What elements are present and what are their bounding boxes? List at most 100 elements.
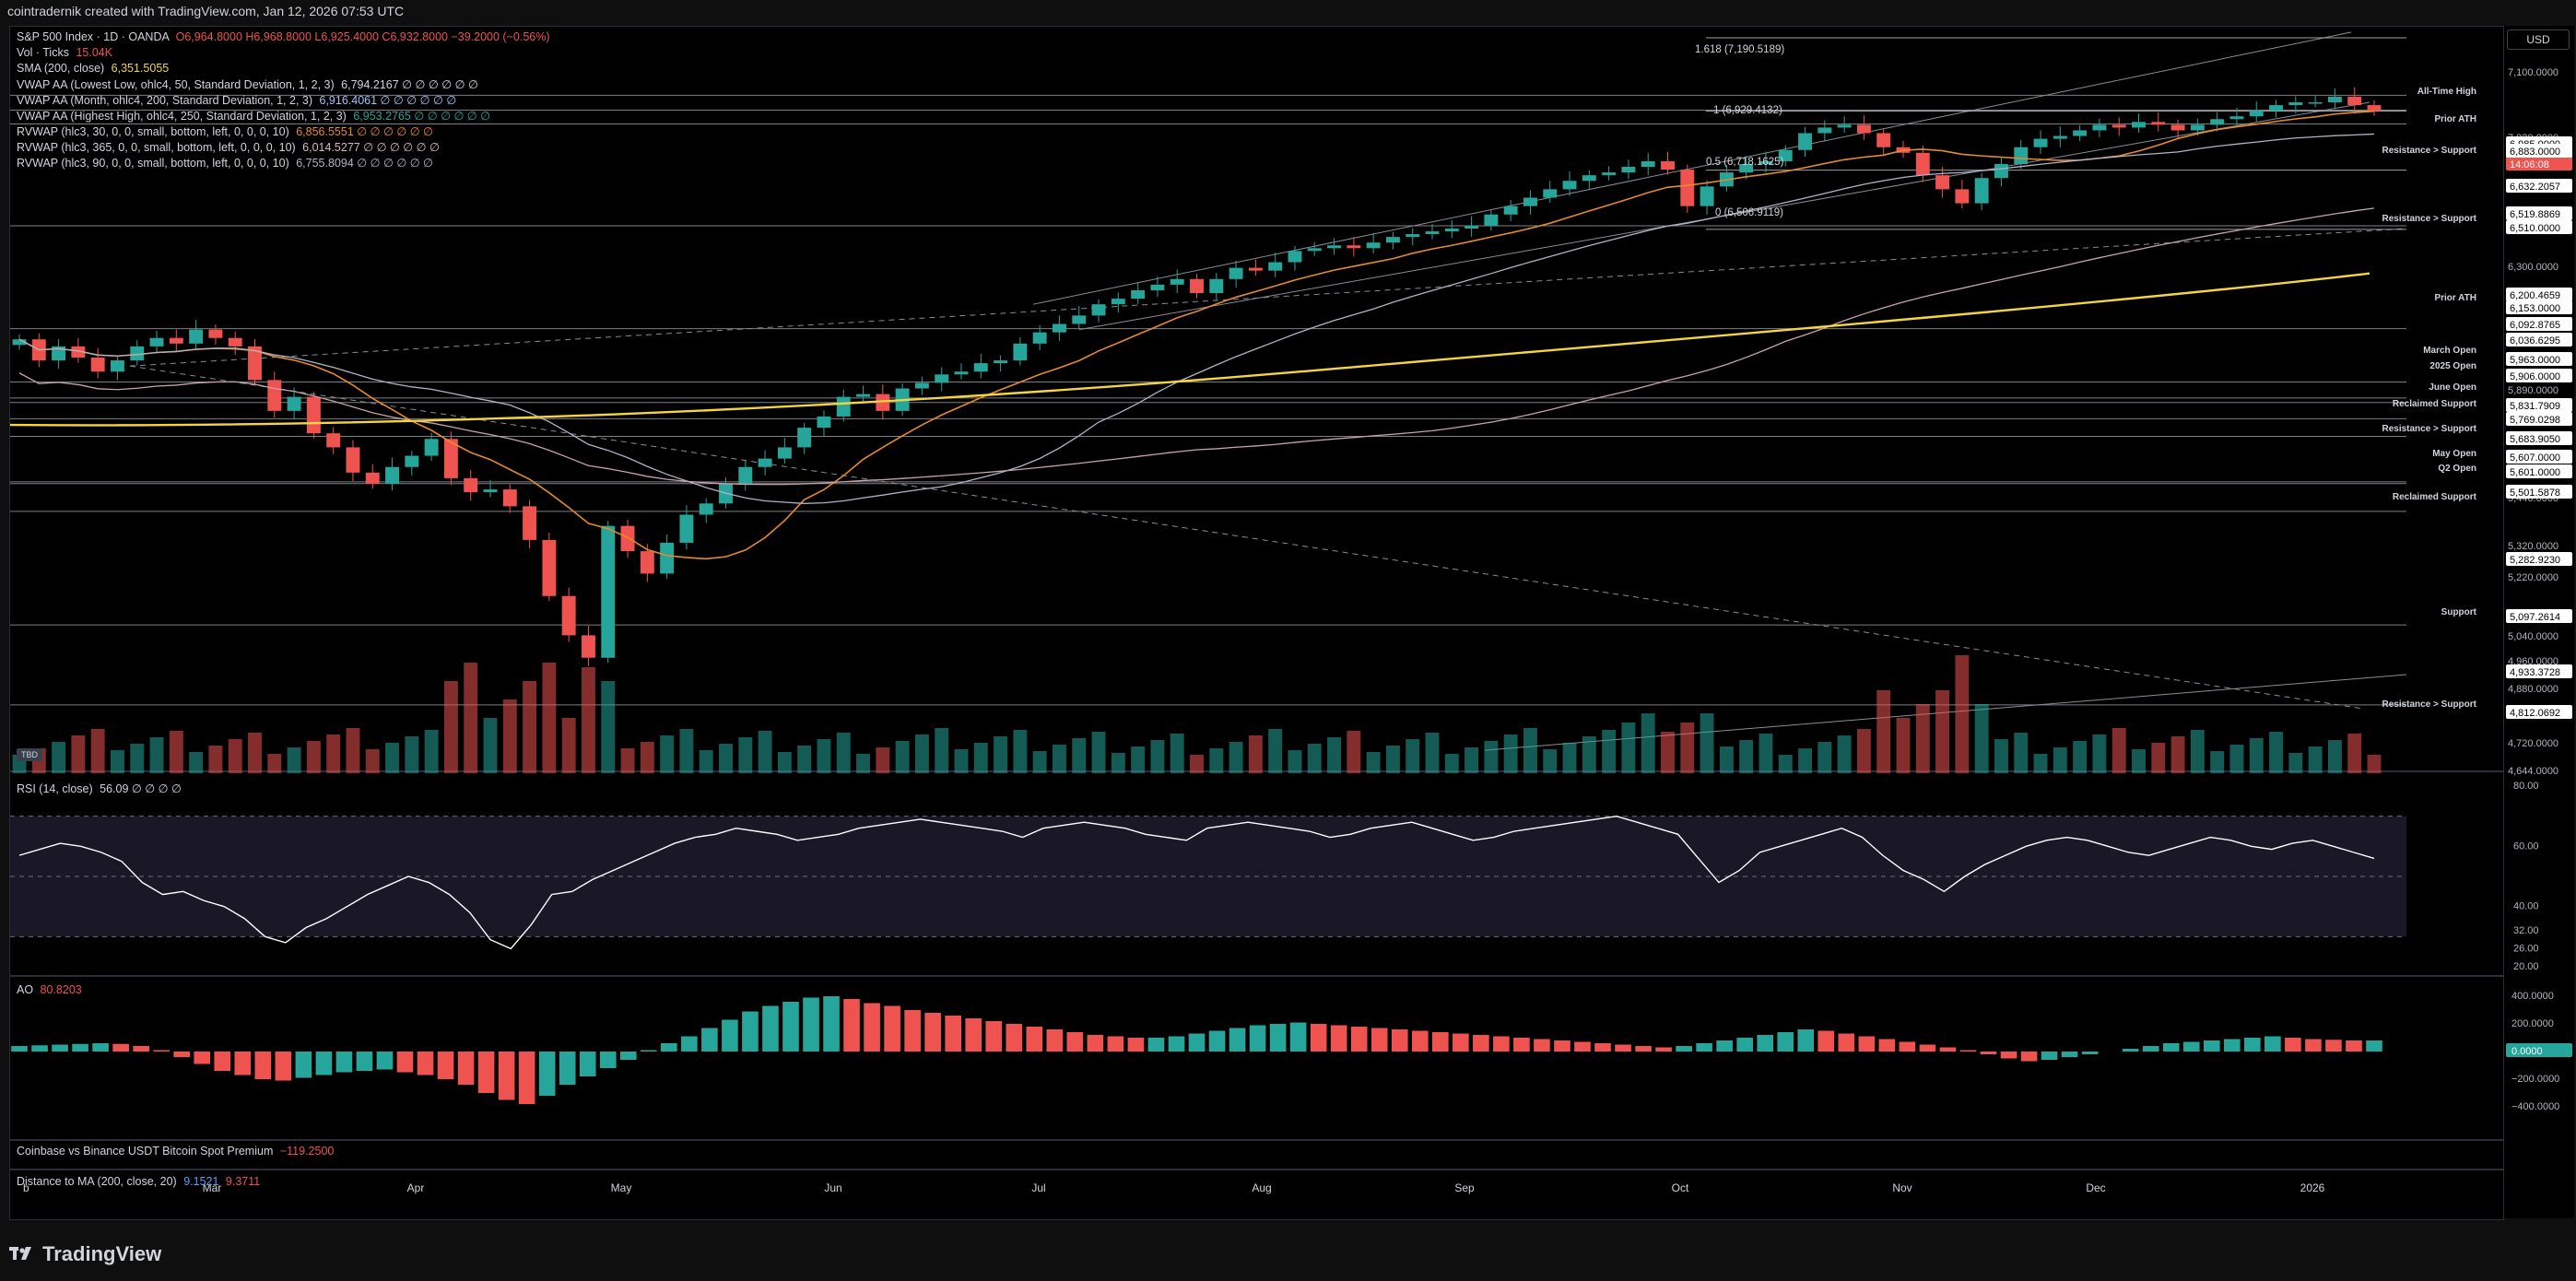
currency-button[interactable]: USD bbox=[2507, 29, 2570, 50]
ao-bar bbox=[1676, 1046, 1692, 1052]
candle-body bbox=[973, 363, 988, 372]
candle-body bbox=[582, 635, 595, 658]
candle-body bbox=[1229, 267, 1243, 279]
volume-name[interactable]: Vol · Ticks bbox=[17, 46, 69, 59]
vwap-highest-name[interactable]: VWAP AA (Highest High, ohlc4, 250, Stand… bbox=[17, 110, 347, 123]
candle-body bbox=[1150, 284, 1165, 290]
ao-name[interactable]: AO bbox=[17, 983, 34, 996]
chart-canvas[interactable]: All-Time High Prior ATH Resistance > Suppo… bbox=[10, 27, 2503, 1219]
ao-bar bbox=[376, 1052, 394, 1070]
volume-bar bbox=[1602, 730, 1617, 773]
rsi-tick: 80.00 bbox=[2513, 781, 2539, 792]
volume-bar bbox=[994, 736, 1008, 773]
candle-body bbox=[2053, 135, 2067, 139]
price-tag: 5,683.9050 bbox=[2510, 434, 2560, 445]
ao-bar bbox=[335, 1052, 353, 1073]
volume-bar bbox=[1856, 729, 1871, 773]
ao-bar bbox=[356, 1052, 373, 1071]
sma-name[interactable]: SMA (200, close) bbox=[17, 62, 105, 75]
candle-body bbox=[1661, 160, 1675, 170]
level-label: March Open bbox=[2423, 346, 2476, 356]
candle-body bbox=[346, 447, 360, 473]
candle-body bbox=[326, 433, 341, 448]
price-tag-bg bbox=[2506, 464, 2572, 478]
candle-body bbox=[1856, 124, 1871, 134]
candle-body bbox=[2210, 119, 2225, 125]
legend-symbol: S&P 500 Index · 1D · OANDA O6,964.8000 H… bbox=[17, 30, 550, 43]
volume-bar bbox=[954, 749, 969, 773]
price-tag: 5,963.0000 bbox=[2510, 355, 2560, 366]
rvwap-365-name[interactable]: RVWAP (hlc3, 365, 0, 0, small, bottom, l… bbox=[17, 141, 296, 154]
ao-bar bbox=[904, 1010, 921, 1052]
candle-body bbox=[248, 346, 262, 381]
candle-body bbox=[149, 337, 164, 347]
price-tag: 6,510.0000 bbox=[2510, 223, 2560, 234]
volume-bar bbox=[2308, 746, 2323, 773]
premium-name[interactable]: Coinbase vs Binance USDT Bitcoin Spot Pr… bbox=[17, 1145, 274, 1158]
volume-bar bbox=[836, 733, 851, 773]
candle-body bbox=[1347, 245, 1361, 249]
candle-body bbox=[1935, 175, 1950, 190]
candle-body bbox=[228, 337, 242, 347]
volume-bar bbox=[267, 754, 282, 773]
footer-brand: TradingView bbox=[9, 1239, 161, 1270]
volume-bar bbox=[1719, 746, 1734, 773]
ao-bar bbox=[1208, 1030, 1226, 1052]
candle-body bbox=[405, 455, 419, 467]
candle-body bbox=[1543, 189, 1558, 198]
candle-body bbox=[1327, 245, 1341, 249]
ao-bar bbox=[823, 996, 840, 1052]
ao-bar bbox=[72, 1043, 88, 1052]
ao-bar bbox=[2162, 1043, 2180, 1052]
price-tag-bg bbox=[2506, 609, 2572, 623]
candle-body bbox=[71, 346, 86, 358]
ao-bar bbox=[1066, 1032, 1084, 1052]
candle-body bbox=[502, 489, 517, 507]
time-axis-label: Sep bbox=[1454, 1181, 1475, 1194]
price-axis[interactable]: 7,100.00007,020.00006,930.00006,728.0000… bbox=[2503, 26, 2574, 1218]
chart-area[interactable]: All-Time High Prior ATH Resistance > Suppo… bbox=[9, 26, 2504, 1220]
volume-bar bbox=[1268, 729, 1283, 773]
vwap-month-name[interactable]: VWAP AA (Month, ohlc4, 200, Standard Dev… bbox=[17, 94, 313, 107]
volume-bar bbox=[2249, 738, 2264, 773]
candle-body bbox=[620, 525, 635, 552]
level-label: 2025 Open bbox=[2429, 361, 2476, 371]
volume-bar bbox=[405, 736, 419, 773]
candle-body bbox=[1268, 262, 1283, 271]
ao-bar bbox=[1919, 1044, 1936, 1052]
price-tag-bg bbox=[2506, 179, 2572, 193]
rvwap-30-name[interactable]: RVWAP (hlc3, 30, 0, 0, small, bottom, le… bbox=[17, 125, 289, 138]
ao-bar bbox=[2366, 1040, 2382, 1052]
level-label: Resistance > Support bbox=[2382, 146, 2476, 156]
volume-bar bbox=[1621, 723, 1636, 773]
volume-bar bbox=[1955, 655, 1970, 773]
rvwap-365-value: 6,014.5277 ∅ ∅ ∅ ∅ ∅ ∅ bbox=[302, 141, 440, 154]
volume-bar bbox=[679, 729, 694, 773]
candle-body bbox=[1798, 133, 1812, 150]
rvwap-30-value: 6,856.5551 ∅ ∅ ∅ ∅ ∅ ∅ bbox=[296, 125, 433, 138]
rvwap-90-name[interactable]: RVWAP (hlc3, 90, 0, 0, small, bottom, le… bbox=[17, 157, 289, 170]
ao-bar bbox=[214, 1052, 231, 1071]
candle-body bbox=[1366, 242, 1381, 249]
ao-bar bbox=[1554, 1040, 1570, 1052]
candle-body bbox=[287, 396, 301, 411]
symbol-name[interactable]: S&P 500 Index · 1D · OANDA bbox=[17, 30, 170, 43]
candle-body bbox=[1837, 124, 1852, 128]
candle-body bbox=[2347, 96, 2362, 106]
vwap-lowest-name[interactable]: VWAP AA (Lowest Low, ohlc4, 50, Standard… bbox=[17, 78, 335, 91]
volume-bar bbox=[2347, 734, 2362, 773]
ao-bar bbox=[396, 1052, 414, 1073]
candle-body bbox=[1288, 251, 1302, 263]
candle-body bbox=[1523, 197, 1537, 206]
ao-bar bbox=[2325, 1040, 2342, 1052]
volume-bar bbox=[1837, 735, 1852, 773]
rsi-name[interactable]: RSI (14, close) bbox=[17, 782, 93, 795]
candle-body bbox=[1013, 343, 1028, 361]
distance-ma-name[interactable]: Distance to MA (200, close, 20) bbox=[17, 1175, 177, 1188]
price-tag: 4,933.3728 bbox=[2510, 667, 2560, 678]
candle-body bbox=[1700, 186, 1714, 206]
candle-body bbox=[1876, 133, 1891, 147]
candle-body bbox=[1955, 189, 1970, 204]
ao-bar bbox=[661, 1043, 677, 1052]
ao-bar bbox=[1736, 1038, 1754, 1052]
